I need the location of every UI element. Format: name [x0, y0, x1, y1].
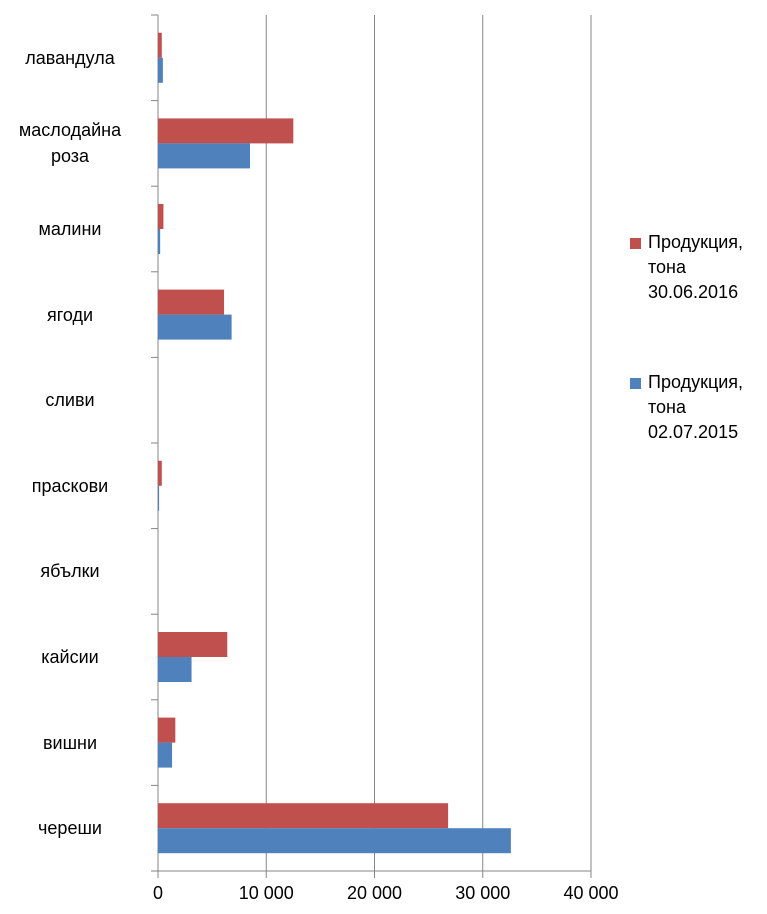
- y-tick-label: лавандула: [25, 47, 115, 68]
- legend-swatch: [630, 378, 641, 389]
- legend-label: Продукция, тона 02.07.2015: [648, 372, 744, 442]
- bar: [158, 803, 449, 829]
- y-tick-label: ягоди: [46, 304, 94, 325]
- bar: [158, 229, 161, 254]
- legend-label: Продукция, тона 30.06.2016: [648, 232, 744, 302]
- x-tick-label: 10 000: [239, 883, 294, 903]
- bar: [158, 828, 511, 854]
- bar: [158, 32, 162, 58]
- y-tick-label: маслодайна роза: [18, 120, 122, 167]
- bar: [158, 314, 232, 340]
- y-tick-label: кайсии: [41, 647, 99, 667]
- bar: [158, 657, 192, 682]
- bar: [158, 485, 160, 511]
- y-tick-label: сливи: [45, 390, 95, 411]
- y-tick-label: праскови: [31, 475, 109, 496]
- bar: [158, 742, 173, 768]
- x-tick-label: 30 000: [455, 883, 510, 903]
- bar: [158, 57, 163, 83]
- bar: [158, 460, 162, 486]
- y-tick-label: вишни: [42, 732, 98, 753]
- x-tick-label: 0: [153, 883, 163, 903]
- y-tick-label: ябълки: [40, 561, 100, 582]
- x-tick-label: 40 000: [563, 883, 618, 903]
- bar: [158, 289, 225, 315]
- bar: [158, 204, 164, 229]
- bar: [158, 143, 251, 169]
- y-tick-label: малини: [38, 219, 102, 239]
- x-tick-label: 20 000: [347, 883, 402, 903]
- y-tick-label: череши: [38, 818, 102, 839]
- bar: [158, 632, 228, 657]
- bar: [158, 118, 294, 144]
- legend-swatch: [630, 238, 641, 249]
- bar: [158, 717, 176, 743]
